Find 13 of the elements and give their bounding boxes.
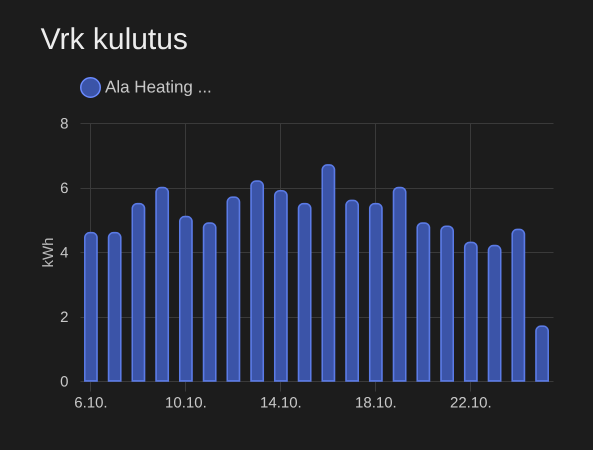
y-tick-label: 2 — [60, 309, 68, 326]
x-tick-label: 22.10. — [450, 394, 492, 412]
y-tick-label: 8 — [60, 116, 68, 132]
x-tick-label: 18.10. — [355, 394, 397, 412]
x-tick-label: 6.10. — [74, 394, 108, 412]
y-tick-label: 0 — [60, 374, 68, 390]
chart-title: Vrk kulutus — [40, 23, 188, 56]
legend-label: Ala Heating ... — [105, 78, 212, 96]
x-tick-label: 10.10. — [165, 394, 207, 412]
y-axis-title: kWh — [40, 238, 58, 268]
x-tick-label: 14.10. — [260, 394, 302, 412]
y-tick-label: 6 — [60, 180, 68, 197]
y-tick-label: 4 — [60, 244, 68, 262]
